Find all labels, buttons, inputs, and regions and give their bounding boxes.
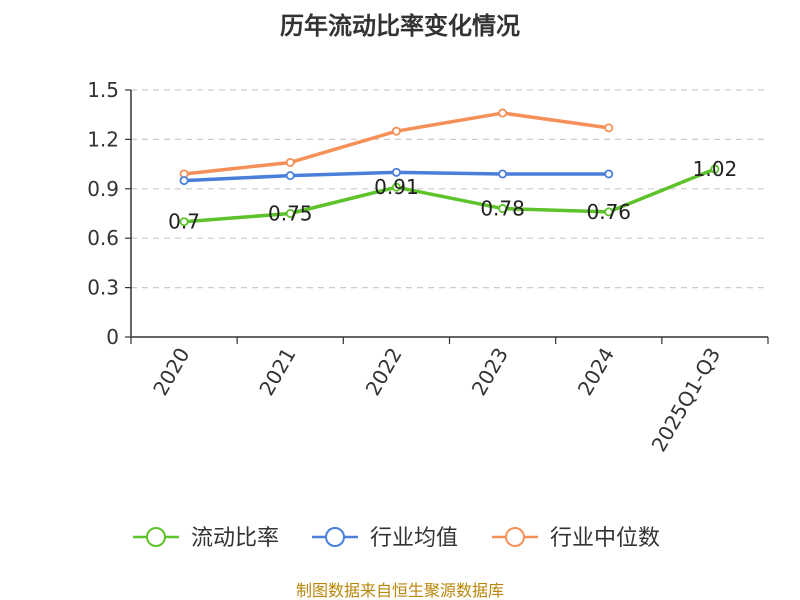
x-tick-label: 2022 <box>361 344 407 400</box>
y-tick-label: 1.2 <box>87 127 119 151</box>
data-point <box>285 208 295 218</box>
legend-marker <box>325 527 345 547</box>
data-label: 1.02 <box>693 157 738 181</box>
x-tick-label: 2021 <box>254 344 300 400</box>
y-tick-label: 0.6 <box>87 226 119 250</box>
legend-label: 流动比率 <box>191 526 279 551</box>
data-label: 0.75 <box>268 202 313 226</box>
source-note: 制图数据来自恒生聚源数据库 <box>296 581 504 600</box>
data-point <box>179 176 189 186</box>
data-label: 0.91 <box>374 175 419 199</box>
series-line <box>183 111 609 176</box>
data-point <box>498 169 508 179</box>
series-line <box>183 167 716 224</box>
x-tick-label: 2023 <box>467 344 513 400</box>
data-point <box>285 157 295 167</box>
data-label: 0.78 <box>480 197 525 221</box>
data-label: 0.7 <box>168 210 200 234</box>
y-tick-label: 1.5 <box>87 78 119 102</box>
data-label: 0.76 <box>586 200 631 224</box>
data-point <box>391 182 401 192</box>
data-point <box>498 204 508 214</box>
data-point <box>604 123 614 133</box>
data-point <box>179 217 189 227</box>
x-tick-label: 2025Q1-Q3 <box>647 344 726 456</box>
y-tick-label: 0 <box>106 325 119 349</box>
legend-marker <box>505 527 525 547</box>
data-point <box>391 126 401 136</box>
data-point <box>498 108 508 118</box>
data-point <box>710 164 720 174</box>
legend-label: 行业中位数 <box>550 526 660 551</box>
y-tick-label: 0.3 <box>87 276 119 300</box>
data-point <box>285 171 295 181</box>
legend-marker <box>146 527 166 547</box>
legend-label: 行业均值 <box>370 526 458 551</box>
y-tick-label: 0.9 <box>87 177 119 201</box>
data-point <box>604 169 614 179</box>
data-point <box>391 167 401 177</box>
data-point <box>604 207 614 217</box>
x-tick-label: 2020 <box>148 344 194 400</box>
chart-title: 历年流动比率变化情况 <box>280 12 520 40</box>
x-tick-label: 2024 <box>573 344 619 400</box>
